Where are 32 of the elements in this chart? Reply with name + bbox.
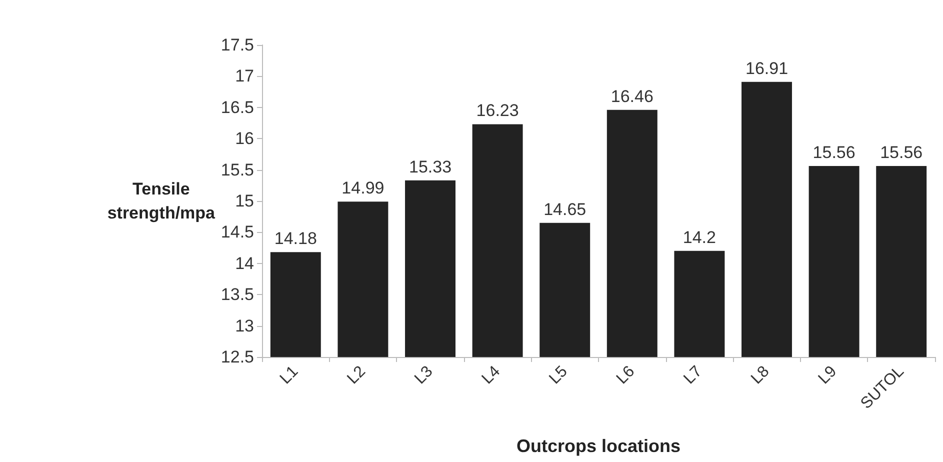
y-tick-label: 16 <box>235 129 254 148</box>
x-tick-label: L9 <box>815 362 840 388</box>
data-label: 14.18 <box>274 229 317 248</box>
x-tick-label: L7 <box>680 362 706 388</box>
x-tick-label: L1 <box>277 362 302 388</box>
x-tick-label: L5 <box>546 362 571 388</box>
x-tick-label: L2 <box>344 362 370 388</box>
x-tick-label: L3 <box>412 362 436 388</box>
data-label: 14.2 <box>682 228 716 247</box>
y-tick-label: 12.5 <box>220 348 254 366</box>
data-label: 16.91 <box>745 58 788 78</box>
x-axis-title: Outcrops locations <box>516 436 681 456</box>
data-label: 14.99 <box>342 178 384 198</box>
y-tick-label: 17.5 <box>220 36 254 54</box>
data-label: 15.56 <box>812 143 856 162</box>
y-tick-label: 15 <box>235 192 254 210</box>
y-tick-label: 14.5 <box>220 222 254 242</box>
y-tick-label: 14 <box>235 254 254 273</box>
y-tick-label: 13 <box>235 316 254 336</box>
y-tick-label: 13.5 <box>220 285 254 304</box>
data-label: 15.56 <box>880 143 923 162</box>
x-tick-label: L4 <box>478 362 504 388</box>
data-label: 15.33 <box>408 157 452 176</box>
data-label: 16.23 <box>476 101 519 120</box>
data-label: 14.65 <box>544 200 586 219</box>
y-axis-title: Tensile strength/mpa <box>107 180 216 222</box>
x-tick-label: L6 <box>614 362 638 388</box>
y-tick-label: 15.5 <box>220 160 254 180</box>
y-tick-label: 17 <box>235 66 254 86</box>
y-tick-label: 16.5 <box>220 98 254 117</box>
data-label: 16.46 <box>610 86 654 106</box>
x-tick-label: L8 <box>748 362 773 388</box>
